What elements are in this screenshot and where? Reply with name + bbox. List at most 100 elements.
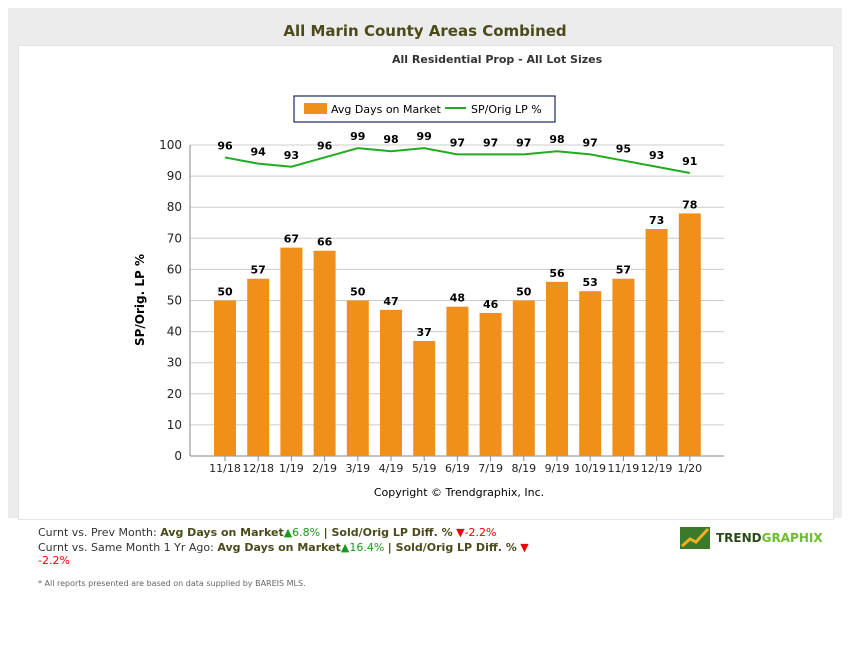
footnote: * All reports presented are based on dat… bbox=[38, 579, 306, 588]
stats-row-prev-month: Curnt vs. Prev Month: Avg Days on Market… bbox=[38, 526, 497, 539]
y-tick-label: 70 bbox=[167, 231, 182, 245]
x-tick-label: 1/20 bbox=[677, 462, 702, 475]
bar bbox=[247, 278, 270, 456]
y-tick-label: 50 bbox=[167, 294, 182, 308]
x-tick-label: 9/19 bbox=[545, 462, 570, 475]
line-data-label: 98 bbox=[383, 133, 398, 146]
y-axis-label: SP/Orig. LP % bbox=[133, 254, 147, 346]
chart-logo-icon bbox=[680, 527, 710, 549]
bar bbox=[612, 278, 635, 456]
x-tick-label: 2/19 bbox=[312, 462, 337, 475]
x-tick-label: 10/19 bbox=[574, 462, 606, 475]
bar bbox=[446, 306, 469, 456]
bar bbox=[313, 250, 336, 456]
x-tick-label: 7/19 bbox=[478, 462, 503, 475]
bar-data-label: 57 bbox=[251, 264, 266, 277]
bar-data-label: 56 bbox=[549, 267, 565, 280]
bar bbox=[479, 312, 502, 456]
line-data-label: 96 bbox=[317, 139, 333, 152]
bar-data-label: 50 bbox=[217, 286, 233, 299]
x-tick-label: 11/19 bbox=[608, 462, 640, 475]
y-tick-label: 100 bbox=[159, 138, 182, 152]
chart: 0 10 20 30 40 50 60 70 80 90 100 50 57 67 66 50 47 37 48 46… bbox=[133, 95, 724, 499]
bar-data-label: 66 bbox=[317, 236, 333, 249]
line-series bbox=[224, 147, 690, 174]
bar-data-label: 50 bbox=[516, 286, 532, 299]
metric-label: Avg Days on Market bbox=[217, 541, 341, 554]
bar bbox=[678, 213, 701, 456]
line-data-label: 91 bbox=[682, 155, 697, 168]
bar bbox=[214, 300, 236, 456]
bar-data-label: 47 bbox=[383, 295, 398, 308]
y-tick-label: 10 bbox=[167, 418, 182, 432]
x-tick-label: 12/19 bbox=[641, 462, 673, 475]
bar bbox=[512, 300, 535, 456]
bar-data-label: 37 bbox=[417, 326, 432, 339]
bar bbox=[413, 340, 436, 456]
metric-value: -2.2% bbox=[464, 526, 497, 539]
bar-data-label: 50 bbox=[350, 286, 366, 299]
up-arrow-icon: ▲ bbox=[283, 526, 293, 539]
bar-data-label: 67 bbox=[284, 233, 299, 246]
bar bbox=[380, 309, 402, 456]
line-data-label: 93 bbox=[284, 149, 299, 162]
legend-swatch-bar bbox=[304, 103, 327, 114]
y-tick-label: 90 bbox=[167, 169, 182, 183]
bar bbox=[579, 291, 602, 456]
x-tick-label: 5/19 bbox=[412, 462, 437, 475]
bar-data-label: 46 bbox=[483, 298, 499, 311]
line-data-label: 94 bbox=[251, 146, 267, 159]
legend bbox=[293, 95, 556, 123]
page-title: All Marin County Areas Combined bbox=[283, 22, 567, 40]
y-tick-label: 40 bbox=[167, 325, 182, 339]
x-tick-label: 4/19 bbox=[379, 462, 404, 475]
metric-value: 6.8% bbox=[292, 526, 321, 539]
bar-data-label: 48 bbox=[450, 292, 465, 305]
metric-value: 16.4% bbox=[349, 541, 385, 554]
line-data-label: 93 bbox=[649, 149, 664, 162]
line-data-label: 99 bbox=[350, 130, 365, 143]
line-data-label: 97 bbox=[450, 136, 465, 149]
y-tick-label: 60 bbox=[167, 262, 182, 276]
metric-label: Avg Days on Market bbox=[160, 526, 284, 539]
bar bbox=[346, 300, 369, 456]
y-tick-label: 80 bbox=[167, 200, 182, 214]
bar-data-label: 57 bbox=[616, 264, 631, 277]
metric-value: -2.2% bbox=[38, 554, 70, 567]
legend-label: Avg Days on Market bbox=[331, 103, 442, 116]
y-tick-label: 0 bbox=[174, 449, 182, 463]
x-tick-label: 8/19 bbox=[511, 462, 536, 475]
line-data-label: 99 bbox=[417, 130, 432, 143]
stats-label: Curnt vs. Same Month 1 Yr Ago: bbox=[38, 541, 214, 554]
down-arrow-icon: ▼ bbox=[456, 526, 465, 539]
metric-label: | Sold/Orig LP Diff. % bbox=[387, 541, 517, 554]
x-tick-label: 1/19 bbox=[279, 462, 304, 475]
chart-subtitle: All Residential Prop - All Lot Sizes bbox=[392, 53, 603, 66]
bar bbox=[280, 247, 303, 456]
x-tick-label: 11/18 bbox=[209, 462, 241, 475]
bar bbox=[546, 281, 568, 456]
up-arrow-icon: ▲ bbox=[340, 541, 350, 554]
bar-data-label: 73 bbox=[649, 214, 664, 227]
line-data-label: 95 bbox=[616, 143, 631, 156]
metric-label: | Sold/Orig LP Diff. % bbox=[323, 526, 453, 539]
down-arrow-icon: ▼ bbox=[520, 541, 529, 554]
y-tick-label: 30 bbox=[167, 356, 182, 370]
line-data-label: 97 bbox=[516, 136, 531, 149]
line-data-label: 96 bbox=[217, 139, 233, 152]
x-tick-label: 6/19 bbox=[445, 462, 470, 475]
x-tick-label: 12/18 bbox=[242, 462, 274, 475]
stats-row-year-ago: Curnt vs. Same Month 1 Yr Ago: Avg Days … bbox=[38, 541, 548, 567]
legend-label: SP/Orig LP % bbox=[471, 103, 542, 116]
line-data-label: 98 bbox=[549, 133, 564, 146]
stats-label: Curnt vs. Prev Month: bbox=[38, 526, 157, 539]
bar-data-label: 53 bbox=[583, 276, 598, 289]
trendgraphix-logo: TRENDGRAPHIX bbox=[680, 527, 823, 549]
bar-data-label: 78 bbox=[682, 198, 697, 211]
line-data-label: 97 bbox=[483, 136, 498, 149]
bar bbox=[645, 228, 668, 456]
copyright: Copyright © Trendgraphix, Inc. bbox=[374, 486, 544, 499]
y-tick-label: 20 bbox=[167, 387, 182, 401]
line-data-label: 97 bbox=[583, 136, 598, 149]
x-tick-label: 3/19 bbox=[345, 462, 370, 475]
